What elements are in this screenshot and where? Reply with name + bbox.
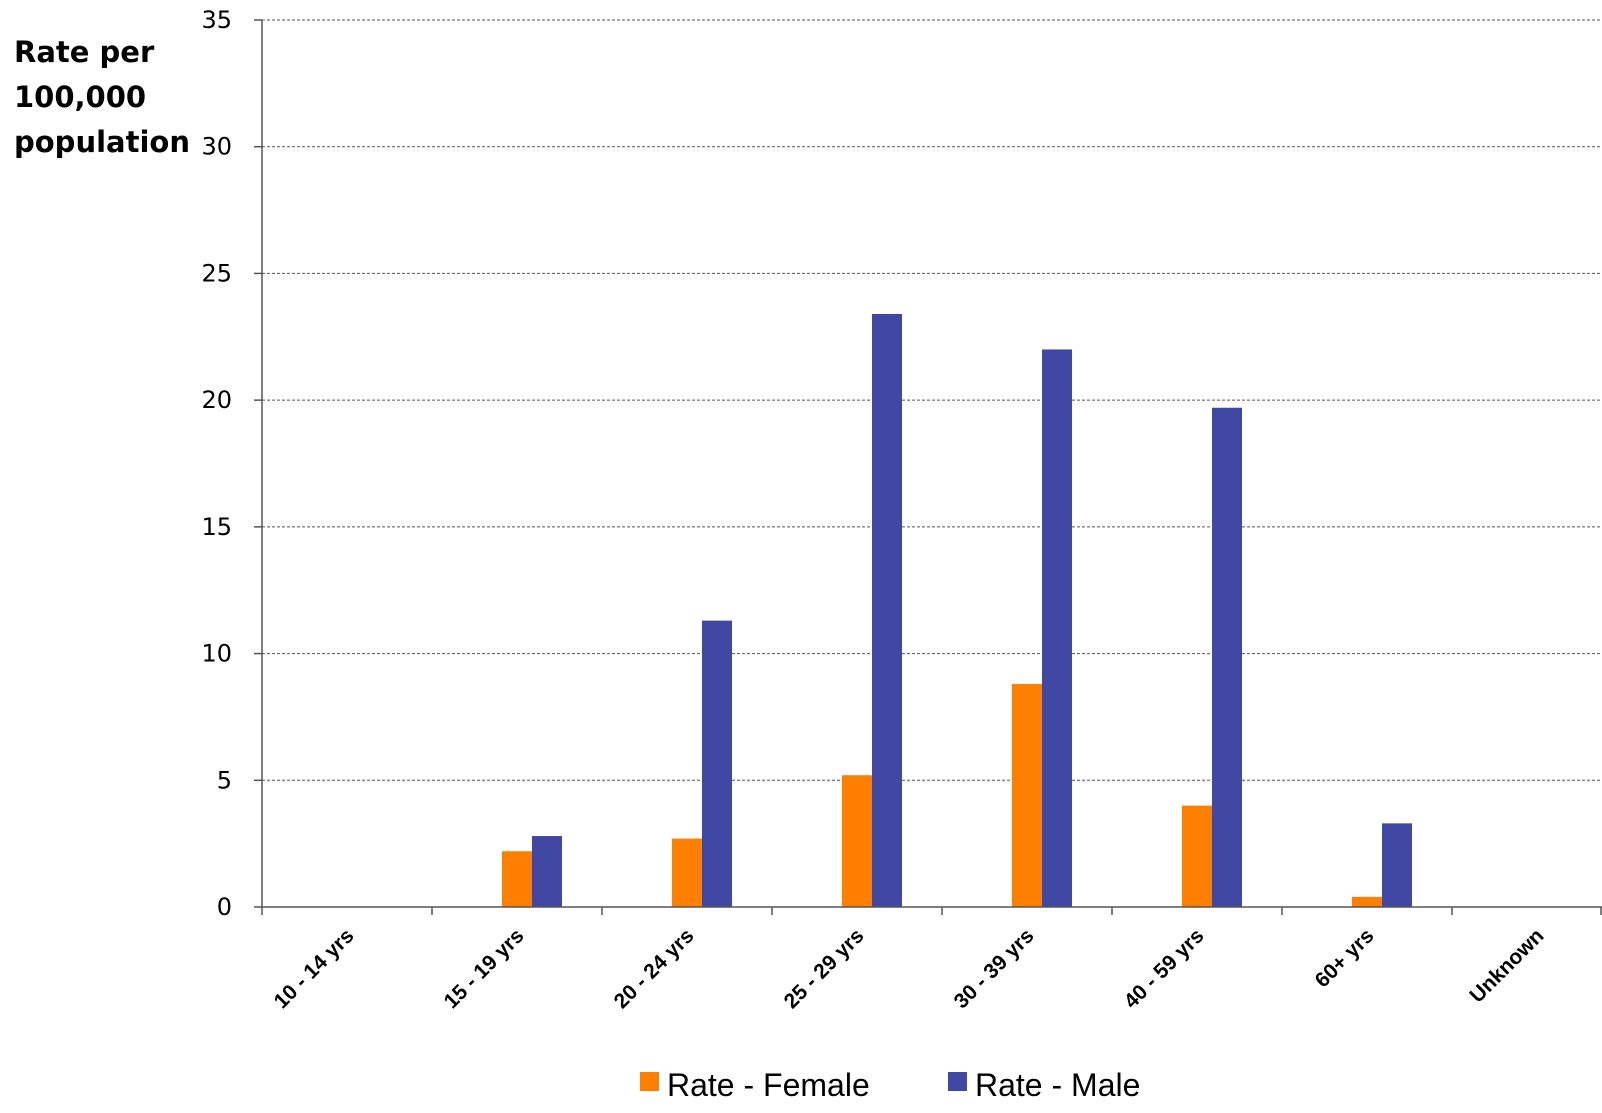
legend-swatch <box>640 1072 659 1091</box>
y-axis-title-line-3: population <box>14 125 190 159</box>
y-tick-label: 10 <box>201 640 232 668</box>
bar-rate-female-30-39-yrs <box>1012 683 1042 907</box>
x-tick-label: 15 - 19 yrs <box>440 924 529 1013</box>
x-tick-label: 10 - 14 yrs <box>270 924 359 1013</box>
legend-swatch <box>948 1072 967 1091</box>
x-tick-label: Unknown <box>1465 924 1548 1007</box>
bar-rate-male-40-59-yrs <box>1212 407 1242 907</box>
legend-label: Rate - Male <box>975 1067 1140 1103</box>
y-axis-title-line-2: 100,000 <box>14 80 146 114</box>
bar-rate-male-25-29-yrs <box>872 313 902 907</box>
y-axis-title-line-1: Rate per <box>14 35 155 69</box>
bar-rate-female-15-19-yrs <box>502 851 532 907</box>
x-tick-label: 25 - 29 yrs <box>780 924 869 1013</box>
bar-rate-female-40-59-yrs <box>1182 805 1212 907</box>
bars <box>502 313 1412 907</box>
y-tick-label: 20 <box>201 386 232 414</box>
y-axis-tick-labels: 0 5 10 15 20 25 30 35 <box>201 6 232 921</box>
y-tick-label: 35 <box>201 6 232 34</box>
y-axis-title: Rate per 100,000 population <box>14 35 190 159</box>
x-axis-tick-labels: 10 - 14 yrs 15 - 19 yrs 20 - 24 yrs 25 - 29… <box>270 924 1549 1013</box>
bar-rate-female-25-29-yrs <box>842 775 872 907</box>
bar-rate-female-60-yrs <box>1352 896 1382 907</box>
x-tick-label: 60+ yrs <box>1311 924 1379 992</box>
y-tick-label: 30 <box>201 133 232 161</box>
legend-label: Rate - Female <box>667 1067 870 1103</box>
y-tick-label: 5 <box>217 766 232 794</box>
y-tick-label: 25 <box>201 259 232 287</box>
x-tick-label: 20 - 24 yrs <box>610 924 699 1013</box>
bar-rate-male-20-24-yrs <box>702 620 732 907</box>
legend: Rate - Female Rate - Male <box>640 1067 1140 1103</box>
x-tick-label: 40 - 59 yrs <box>1120 924 1209 1013</box>
gridlines <box>262 19 1602 781</box>
y-tick-label: 0 <box>217 893 232 921</box>
y-tick-label: 15 <box>201 513 232 541</box>
bar-rate-male-30-39-yrs <box>1042 349 1072 907</box>
axes <box>254 19 1602 915</box>
bar-rate-female-20-24-yrs <box>672 838 702 907</box>
bar-rate-male-60-yrs <box>1382 823 1412 907</box>
bar-rate-male-15-19-yrs <box>532 836 562 907</box>
x-tick-label: 30 - 39 yrs <box>950 924 1039 1013</box>
